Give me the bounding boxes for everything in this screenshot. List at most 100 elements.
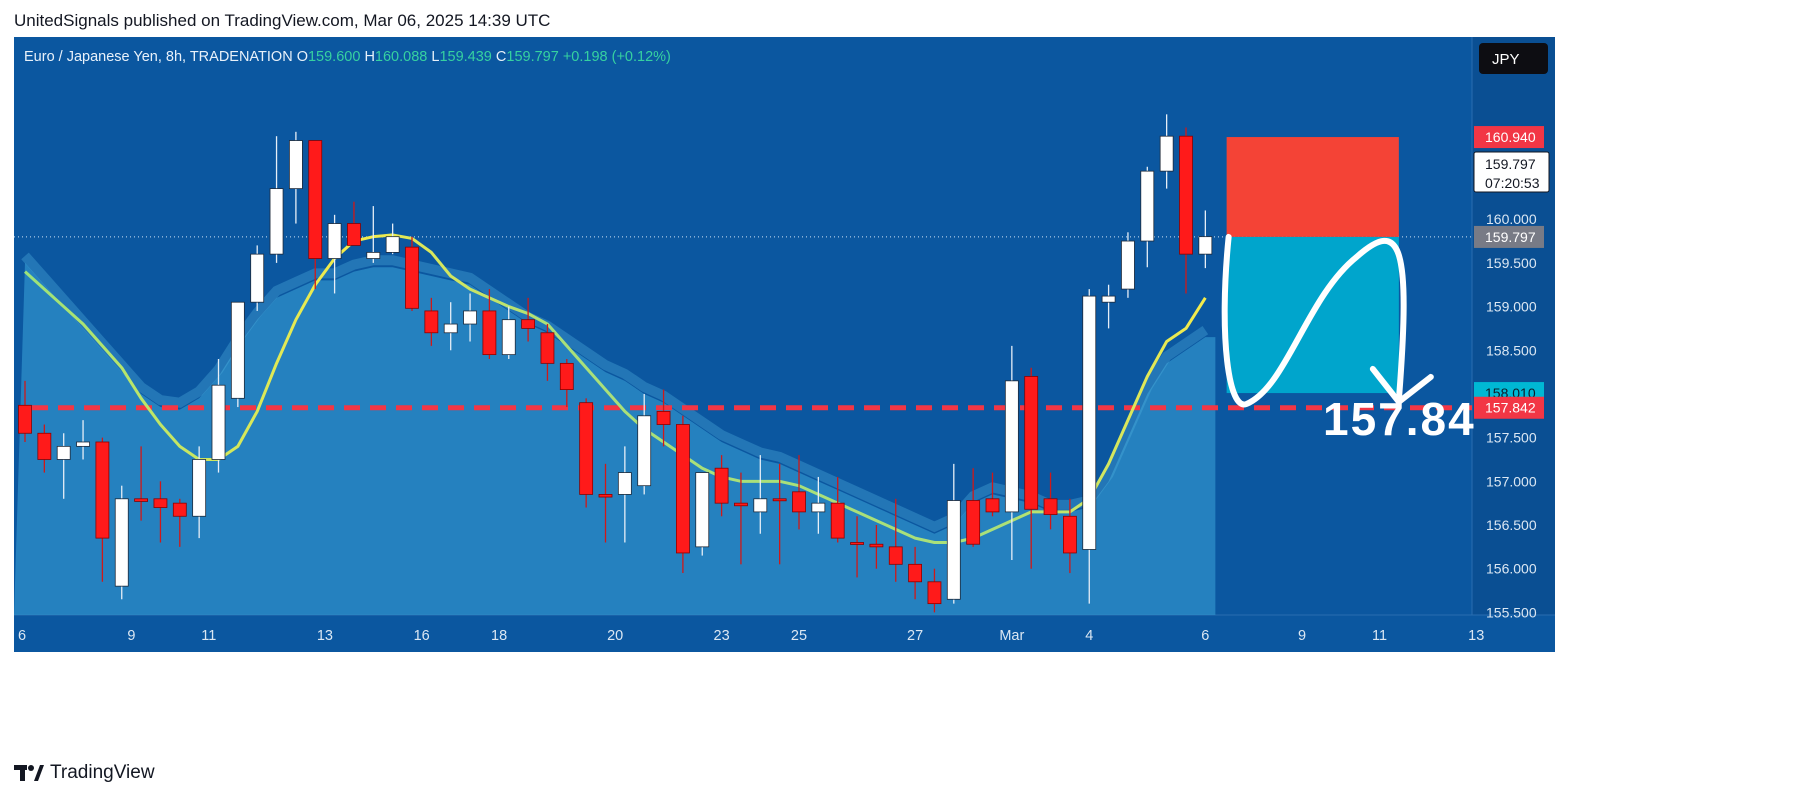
time-tick-label: 18 bbox=[491, 628, 507, 644]
price-tick-label: 155.500 bbox=[1486, 604, 1537, 620]
candle-body[interactable] bbox=[734, 502, 748, 507]
candle-body[interactable] bbox=[327, 223, 342, 259]
candle-body[interactable] bbox=[772, 498, 787, 502]
bar-countdown-text: 07:20:53 bbox=[1485, 175, 1540, 191]
current-price-text: 159.797 bbox=[1485, 156, 1536, 172]
tradingview-logo-text: TradingView bbox=[50, 762, 155, 783]
candle-body[interactable] bbox=[76, 441, 90, 447]
time-tick-label: 20 bbox=[607, 628, 623, 644]
candle-body[interactable] bbox=[1043, 498, 1058, 515]
candle-body[interactable] bbox=[637, 415, 652, 487]
legend-low-value: 159.439 bbox=[439, 49, 495, 65]
candle-body[interactable] bbox=[1198, 236, 1213, 255]
candle-body[interactable] bbox=[927, 581, 942, 605]
candle-body[interactable] bbox=[463, 310, 477, 325]
candle-body[interactable] bbox=[250, 253, 265, 303]
candle-body[interactable] bbox=[56, 445, 71, 460]
legend-close-label: C bbox=[496, 49, 506, 65]
time-tick-label: Mar bbox=[999, 628, 1024, 644]
legend-open-value: 159.600 bbox=[308, 49, 364, 65]
legend-symbol: Euro / Japanese Yen, 8h, TRADENATION bbox=[24, 49, 297, 65]
candle-body[interactable] bbox=[1024, 376, 1039, 510]
stop-price-tag-text: 160.940 bbox=[1485, 129, 1536, 145]
legend-close-value: 159.797 bbox=[506, 49, 562, 65]
candle-body[interactable] bbox=[134, 498, 149, 502]
candle-body[interactable] bbox=[308, 140, 323, 259]
candle-body[interactable] bbox=[230, 301, 245, 399]
candle-body[interactable] bbox=[1004, 380, 1019, 513]
last-price-tag: 159.797 bbox=[1474, 225, 1544, 248]
candle-body[interactable] bbox=[95, 441, 110, 539]
legend-change: +0.198 (+0.12%) bbox=[563, 49, 671, 65]
time-tick-label: 25 bbox=[791, 628, 807, 644]
time-tick-label: 23 bbox=[714, 628, 730, 644]
tradingview-logo[interactable]: TradingView bbox=[14, 762, 155, 784]
candle-body[interactable] bbox=[269, 188, 284, 255]
price-tick-label: 160.000 bbox=[1486, 211, 1537, 227]
candle-body[interactable] bbox=[695, 472, 710, 548]
candle-body[interactable] bbox=[579, 402, 594, 495]
candle-body[interactable] bbox=[714, 467, 729, 504]
time-tick-label: 11 bbox=[201, 628, 216, 644]
candle-body[interactable] bbox=[869, 543, 884, 548]
candle-body[interactable] bbox=[114, 498, 129, 587]
candle-body[interactable] bbox=[985, 498, 1000, 513]
ohlc-legend: Euro / Japanese Yen, 8h, TRADENATION O15… bbox=[24, 49, 671, 65]
candle-body[interactable] bbox=[617, 472, 632, 495]
currency-button[interactable]: JPY bbox=[1479, 43, 1548, 74]
candle-body[interactable] bbox=[153, 498, 168, 508]
stop-loss-zone[interactable] bbox=[1226, 137, 1399, 237]
price-tick-label: 157.000 bbox=[1486, 473, 1537, 489]
candle-body[interactable] bbox=[385, 236, 400, 253]
candle-body[interactable] bbox=[811, 502, 826, 513]
price-tick-label: 159.500 bbox=[1486, 255, 1537, 271]
candle-body[interactable] bbox=[559, 362, 574, 390]
candle-body[interactable] bbox=[192, 459, 207, 517]
candle-body[interactable] bbox=[366, 251, 381, 259]
candle-body[interactable] bbox=[1140, 170, 1155, 242]
candle-body[interactable] bbox=[18, 404, 32, 434]
candle-body[interactable] bbox=[172, 502, 187, 517]
projection-arrow-head bbox=[1369, 365, 1434, 405]
time-tick-label: 9 bbox=[127, 628, 135, 644]
time-tick-label: 13 bbox=[317, 628, 333, 644]
candle-body[interactable] bbox=[830, 502, 845, 539]
candle-body[interactable] bbox=[1082, 295, 1097, 550]
candle-body[interactable] bbox=[1159, 135, 1174, 172]
candle-body[interactable] bbox=[211, 384, 226, 460]
tradingview-logo-icon bbox=[14, 764, 44, 782]
candle-body[interactable] bbox=[850, 542, 864, 545]
candle-body[interactable] bbox=[676, 424, 690, 554]
candle-body[interactable] bbox=[501, 319, 516, 356]
candle-body[interactable] bbox=[946, 500, 961, 600]
candle-body[interactable] bbox=[540, 332, 555, 364]
candle-body[interactable] bbox=[405, 246, 419, 309]
time-axis[interactable]: 6 9 11 13 16 18 20 23 25 27 Mar 4 6 9 11 13 bbox=[18, 628, 1484, 644]
candle-body[interactable] bbox=[288, 140, 303, 190]
candle-body[interactable] bbox=[908, 563, 922, 583]
currency-button-bg[interactable] bbox=[1479, 43, 1548, 74]
candle-body[interactable] bbox=[37, 432, 52, 460]
legend-high-label: H bbox=[364, 49, 374, 65]
candle-body[interactable] bbox=[753, 498, 768, 513]
candle-body[interactable] bbox=[1101, 295, 1116, 303]
candles-group bbox=[18, 114, 1213, 613]
candle-body[interactable] bbox=[1121, 240, 1135, 290]
candle-body[interactable] bbox=[1063, 515, 1077, 554]
currency-button-label: JPY bbox=[1492, 51, 1520, 68]
last-price-tag-bg bbox=[1474, 225, 1544, 248]
candle-body[interactable] bbox=[598, 494, 613, 498]
candle-body[interactable] bbox=[482, 310, 497, 356]
candle-body[interactable] bbox=[521, 319, 535, 329]
time-tick-label: 6 bbox=[18, 628, 26, 644]
candle-body[interactable] bbox=[888, 546, 903, 565]
current-price-box: 159.797 07:20:53 bbox=[1473, 151, 1550, 193]
candle-body[interactable] bbox=[656, 411, 671, 425]
candle-body[interactable] bbox=[966, 500, 981, 545]
candle-body[interactable] bbox=[792, 491, 806, 513]
candle-body[interactable] bbox=[424, 310, 439, 334]
candle-body[interactable] bbox=[347, 223, 361, 246]
candle-body[interactable] bbox=[1179, 135, 1193, 255]
candle-body[interactable] bbox=[443, 323, 458, 334]
